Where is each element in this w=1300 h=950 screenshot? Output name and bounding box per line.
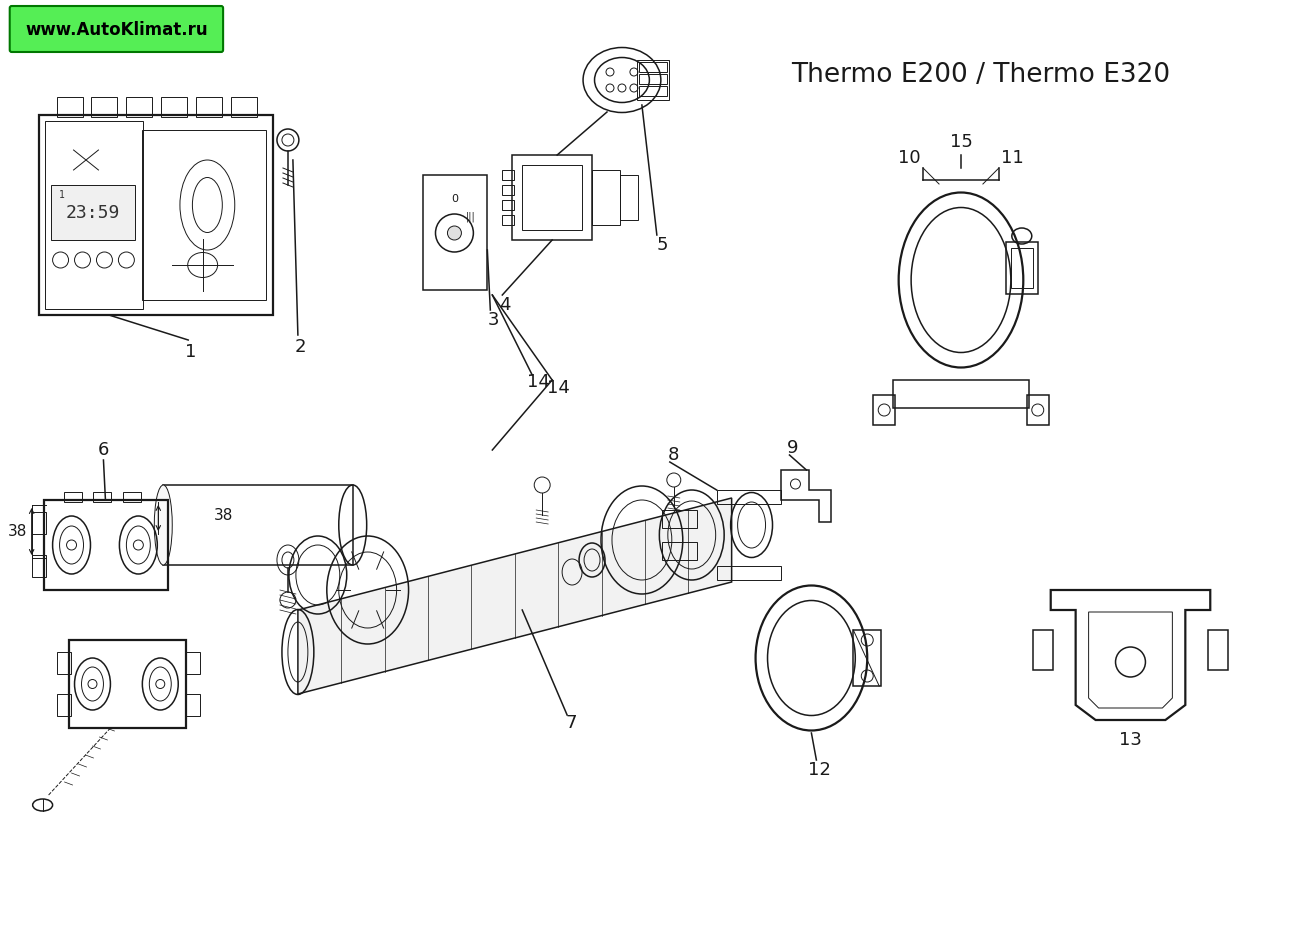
Bar xyxy=(512,155,592,240)
Text: Thermo E200 / Thermo E320: Thermo E200 / Thermo E320 xyxy=(792,62,1170,88)
Bar xyxy=(638,62,667,72)
Bar xyxy=(502,215,515,225)
Bar xyxy=(51,185,135,240)
Bar xyxy=(502,185,515,195)
Text: 1: 1 xyxy=(58,190,65,200)
Bar xyxy=(638,86,667,96)
Text: www.AutoKlimat.ru: www.AutoKlimat.ru xyxy=(25,21,208,39)
Bar xyxy=(874,395,896,425)
Polygon shape xyxy=(298,498,732,694)
Bar xyxy=(662,542,697,560)
Text: 6: 6 xyxy=(98,441,109,459)
Text: 15: 15 xyxy=(949,133,972,151)
Bar xyxy=(592,170,620,225)
Text: 1: 1 xyxy=(185,343,196,361)
Bar xyxy=(1011,248,1032,288)
Text: 3: 3 xyxy=(488,311,499,329)
Bar xyxy=(893,380,1028,408)
Bar xyxy=(716,490,781,504)
Text: 9: 9 xyxy=(786,439,798,457)
Bar xyxy=(142,130,266,300)
Bar xyxy=(64,492,82,502)
Bar xyxy=(31,512,46,534)
Bar xyxy=(1006,242,1037,294)
Bar xyxy=(502,200,515,210)
Text: 0: 0 xyxy=(451,194,458,204)
Bar xyxy=(231,97,257,117)
Bar xyxy=(638,74,667,84)
Bar xyxy=(91,97,117,117)
Bar xyxy=(94,492,112,502)
Text: 10: 10 xyxy=(898,149,920,167)
Text: 13: 13 xyxy=(1119,731,1141,749)
Bar xyxy=(161,97,187,117)
Bar xyxy=(69,640,186,728)
Text: |||: ||| xyxy=(465,212,476,222)
Bar xyxy=(196,97,222,117)
Bar xyxy=(620,175,638,220)
Text: 12: 12 xyxy=(807,761,831,779)
Bar xyxy=(57,97,82,117)
Text: 4: 4 xyxy=(499,296,511,314)
Bar xyxy=(186,652,200,674)
Bar xyxy=(57,652,70,674)
Text: 5: 5 xyxy=(656,236,668,254)
Ellipse shape xyxy=(155,485,173,565)
Text: 14: 14 xyxy=(526,373,550,391)
Ellipse shape xyxy=(447,226,462,240)
Bar xyxy=(1027,395,1049,425)
Bar xyxy=(502,170,515,180)
Text: 8: 8 xyxy=(668,446,680,464)
Text: 7: 7 xyxy=(566,714,577,732)
Bar xyxy=(523,165,582,230)
Text: 2: 2 xyxy=(294,338,306,356)
Bar xyxy=(1208,630,1228,670)
Text: 38: 38 xyxy=(8,523,27,539)
Text: 11: 11 xyxy=(1001,149,1024,167)
Text: 14: 14 xyxy=(547,379,569,397)
Bar xyxy=(853,630,881,686)
Bar xyxy=(39,115,273,315)
Bar xyxy=(186,694,200,716)
Bar xyxy=(44,121,143,309)
Bar xyxy=(124,492,142,502)
Bar xyxy=(1032,630,1053,670)
Text: 38: 38 xyxy=(213,507,233,522)
Bar xyxy=(57,694,70,716)
Bar xyxy=(126,97,152,117)
Bar xyxy=(716,566,781,580)
Bar xyxy=(637,60,668,100)
Bar xyxy=(422,175,488,290)
Text: 23:59: 23:59 xyxy=(65,204,120,222)
Bar xyxy=(31,555,46,577)
Bar xyxy=(662,510,697,528)
Bar xyxy=(44,500,168,590)
FancyBboxPatch shape xyxy=(9,6,224,52)
